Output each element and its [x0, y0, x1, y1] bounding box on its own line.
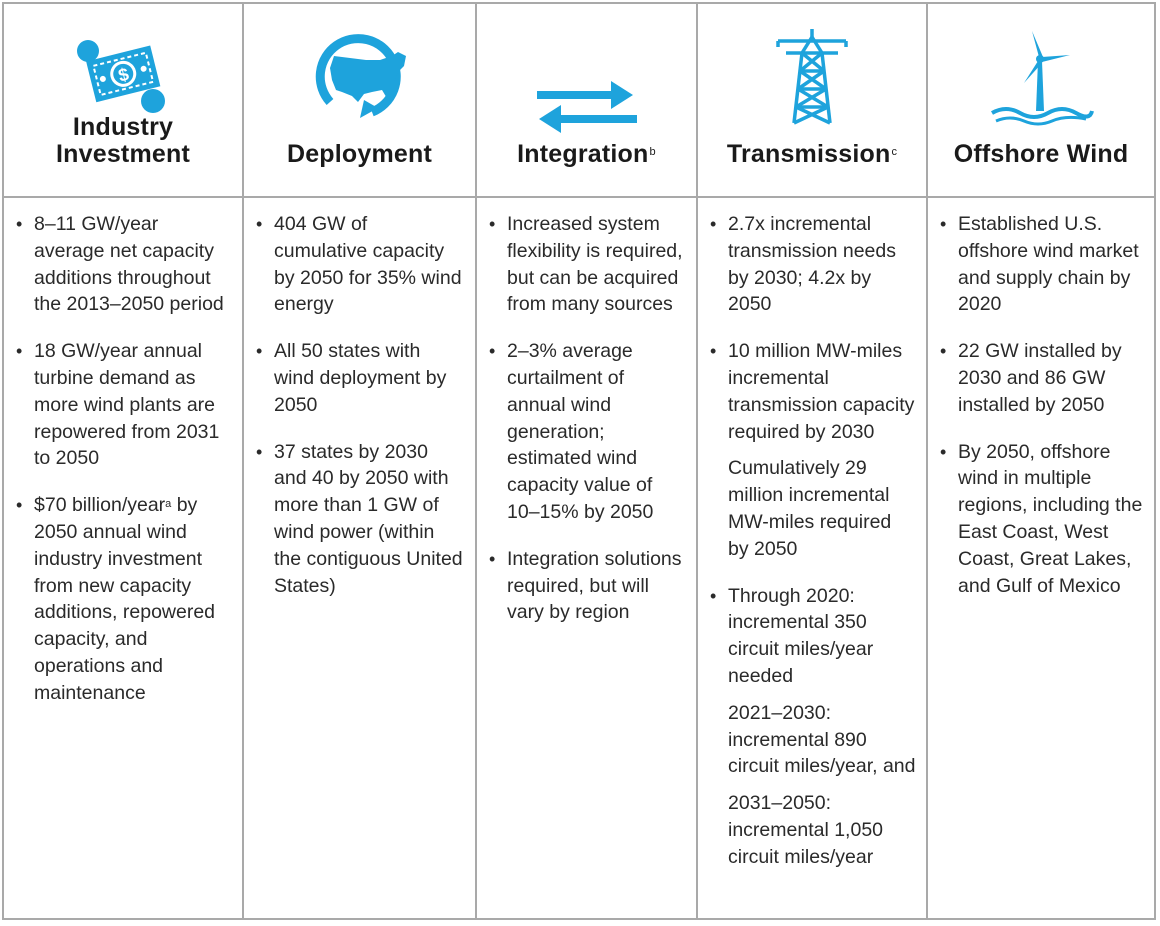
- us-map-icon: [244, 22, 475, 132]
- list-item: 2–3% average curtailment of annual wind …: [487, 338, 686, 526]
- list-item: All 50 states with wind deployment by 20…: [254, 338, 465, 418]
- header-transmission: Transmissionc: [698, 4, 928, 198]
- transmission-tower-icon: [698, 22, 926, 132]
- column-deployment: 404 GW of cumulative capacity by 2050 fo…: [244, 198, 477, 918]
- column-title: Transmissionc: [726, 140, 898, 168]
- list-item: 37 states by 2030 and 40 by 2050 with mo…: [254, 439, 465, 600]
- list-item: 404 GW of cumulative capacity by 2050 fo…: [254, 211, 465, 318]
- list-item: Established U.S. offshore wind market an…: [938, 211, 1144, 318]
- header-offshore-wind: Offshore Wind: [928, 4, 1154, 198]
- list-item: Increased system flexibility is required…: [487, 211, 686, 318]
- column-title: Deployment: [286, 140, 433, 168]
- list-subparagraph: 2031–2050: incremental 1,050 circuit mil…: [728, 792, 884, 868]
- list-item: 10 million MW-miles incremental transmis…: [708, 338, 916, 562]
- header-integration: Integrationb: [477, 4, 698, 198]
- header-industry-investment: $ Industry Investment: [4, 4, 244, 198]
- list-item: 18 GW/year annual turbine demand as more…: [14, 338, 232, 472]
- list-subparagraph: 2021–2030: incremental 890 circuit miles…: [728, 701, 916, 778]
- list-item: 8–11 GW/year average net capacity additi…: [14, 211, 232, 318]
- list-item: Integration solutions required, but will…: [487, 546, 686, 626]
- header-deployment: Deployment: [244, 4, 477, 198]
- column-industry-investment: 8–11 GW/year average net capacity additi…: [4, 198, 244, 918]
- list-item: Through 2020: incremental 350 circuit mi…: [708, 583, 916, 871]
- column-offshore-wind: Established U.S. offshore wind market an…: [928, 198, 1154, 918]
- column-title: Integrationb: [517, 140, 656, 168]
- svg-text:$: $: [116, 64, 131, 86]
- column-title: Industry Investment: [56, 113, 190, 168]
- money-icon: $: [4, 22, 242, 132]
- list-item: 22 GW installed by 2030 and 86 GW instal…: [938, 338, 1144, 418]
- two-way-arrows-icon: [477, 52, 696, 162]
- list-item: $70 billion/yeara by 2050 annual wind in…: [14, 492, 232, 706]
- list-item: By 2050, offshore wind in multiple regio…: [938, 439, 1144, 600]
- list-subparagraph: Cumulatively 29 million incremental MW-m…: [728, 457, 892, 560]
- list-item: 2.7x incremental transmission needs by 2…: [708, 211, 916, 318]
- column-transmission: 2.7x incremental transmission needs by 2…: [698, 198, 928, 918]
- column-integration: Increased system flexibility is required…: [477, 198, 698, 918]
- offshore-wind-turbine-icon: [928, 22, 1154, 132]
- column-title: Offshore Wind: [953, 140, 1129, 168]
